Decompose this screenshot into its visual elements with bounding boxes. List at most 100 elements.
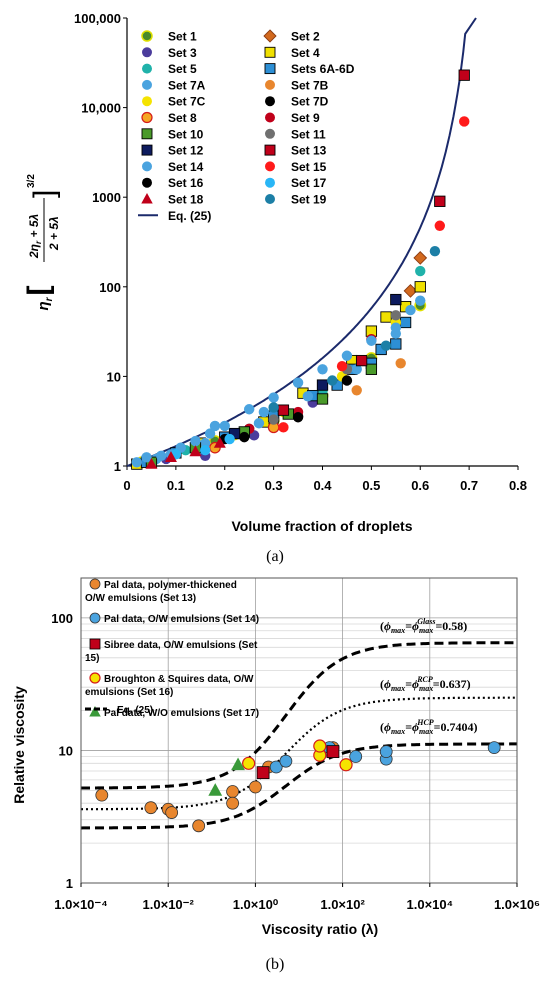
legend-entry: Set 17 <box>265 176 327 190</box>
chart-a-legend: Set 1 Set 2 Set 3 Set 4 Set 5 Sets 6A-6D Set 7… <box>138 29 355 223</box>
svg-text:3/2: 3/2 <box>26 174 37 188</box>
legend-entry: Set 18 <box>141 193 204 207</box>
data-point <box>316 379 329 391</box>
legend-label: emulsions (Set 16) <box>85 687 173 698</box>
legend-marker <box>142 161 152 172</box>
data-point <box>414 281 426 293</box>
legend-marker <box>89 672 101 684</box>
svg-text:2ηr + 5λ: 2ηr + 5λ <box>27 214 43 259</box>
chart-b-legend: Pal data, polymer-thickened O/W emulsions… <box>85 578 259 719</box>
data-point <box>399 316 412 329</box>
data-point <box>429 245 441 257</box>
x-tick-label: 1.0×10² <box>320 897 365 912</box>
data-point <box>189 445 202 457</box>
chart-b: 1.0×10⁻⁴ 1.0×10⁻² 1.0×10⁰ 1.0×10² 1.0×10⁴ 1.0… <box>11 577 540 973</box>
legend-entry: Set 7B <box>265 78 329 92</box>
legend-entry: Set 7D <box>265 95 329 109</box>
legend-marker <box>265 128 275 139</box>
data-point <box>341 375 353 386</box>
legend-entry: Sibree data, O/W emulsions (Set 15) <box>85 638 258 664</box>
legend-marker <box>142 96 152 107</box>
svg-text:]: ] <box>28 190 61 198</box>
legend-entry: Broughton & Squires data, O/W emulsions (… <box>85 672 254 698</box>
chart-b-xlabel: Viscosity ratio (λ) <box>262 921 378 937</box>
legend-entry: Set 12 <box>141 144 204 158</box>
data-point <box>209 420 221 432</box>
legend-label: Pal data, polymer-thickened <box>104 580 237 591</box>
data-point <box>380 340 392 351</box>
chart-b-points <box>95 739 501 833</box>
data-point <box>279 754 293 768</box>
chart-b-curves <box>80 641 517 830</box>
x-tick-label: 1.0×10⁻² <box>143 897 195 912</box>
data-point <box>253 418 265 429</box>
x-tick-label: 1.0×10⁶ <box>494 897 540 912</box>
legend-marker <box>265 79 275 90</box>
legend-label: Set 1 <box>168 30 197 44</box>
data-point <box>278 422 289 433</box>
data-point <box>292 412 304 423</box>
legend-entry: Set 1 <box>141 30 197 44</box>
y-tick-label: 1 <box>66 876 73 891</box>
y-tick-label: 1000 <box>92 190 121 205</box>
svg-text:2 + 5λ: 2 + 5λ <box>47 216 61 251</box>
legend-entry: Pal data, W/O emulsions (Set 17) <box>89 706 259 719</box>
legend-label: 15) <box>85 653 99 664</box>
legend-entry: Set 7C <box>142 95 206 109</box>
y-tick-label: 10,000 <box>81 101 121 116</box>
data-point <box>365 363 378 375</box>
data-point <box>351 364 362 375</box>
data-point <box>434 220 445 231</box>
legend-label: Set 14 <box>168 160 204 174</box>
legend-label: Set 5 <box>168 62 197 76</box>
legend-label: Set 12 <box>168 144 204 158</box>
legend-marker <box>142 79 152 90</box>
data-point <box>415 295 426 306</box>
data-point <box>341 350 353 361</box>
y-tick-label: 100 <box>51 611 73 626</box>
legend-entry: Set 10 <box>141 127 204 141</box>
x-tick-label: 0.7 <box>460 478 478 493</box>
chart-a: 0 0.1 0.2 0.3 0.4 0.5 0.6 0.7 0.8 1 10 100 1000 10,00… <box>22 11 527 565</box>
data-point <box>434 195 446 207</box>
x-tick-label: 1.0×10⁴ <box>407 897 454 912</box>
data-point <box>213 436 226 448</box>
eq25-curve <box>80 742 517 830</box>
legend-marker <box>265 112 275 123</box>
data-point <box>390 310 402 321</box>
x-tick-label: 1.0×10⁻⁴ <box>54 897 107 912</box>
legend-entry: Pal data, O/W emulsions (Set 14) <box>89 612 259 625</box>
data-point <box>204 428 216 439</box>
legend-entry: Set 11 <box>265 127 326 141</box>
legend-entry: Set 19 <box>265 193 327 207</box>
data-point <box>458 69 470 81</box>
data-point <box>269 760 283 774</box>
data-point <box>242 756 256 770</box>
data-point <box>413 251 428 265</box>
chart-b-ylabel: Relative viscosity <box>11 686 27 804</box>
legend-marker <box>89 578 101 590</box>
legend-entry: Set 2 <box>263 29 320 44</box>
chart-b-axes: 1.0×10⁻⁴ 1.0×10⁻² 1.0×10⁰ 1.0×10² 1.0×10⁴ 1.0… <box>51 577 540 912</box>
legend-entry: Set 7A <box>142 78 206 92</box>
legend-label: Sets 6A-6D <box>291 62 355 76</box>
legend-entry: Set 13 <box>264 144 327 158</box>
data-point <box>239 431 250 443</box>
legend-entry: Set 15 <box>265 160 327 174</box>
legend-entry: Pal data, polymer-thickened O/W emulsions… <box>85 578 237 604</box>
legend-label: Set 7D <box>291 95 329 109</box>
data-point <box>231 757 245 771</box>
data-point <box>248 780 262 794</box>
legend-label: Set 19 <box>291 193 327 207</box>
plot-frame <box>80 577 518 884</box>
x-tick-label: 0.2 <box>216 478 234 493</box>
data-point <box>219 420 230 432</box>
data-point <box>156 450 167 461</box>
data-point <box>316 393 329 405</box>
y-tick-label: 100 <box>99 280 121 295</box>
legend-label: Set 7C <box>168 95 206 109</box>
legend-label: O/W emulsions (Set 13) <box>85 593 196 604</box>
legend-label: Set 3 <box>168 46 197 60</box>
legend-entry: Eq. (25) <box>85 705 153 716</box>
data-point <box>366 335 377 346</box>
